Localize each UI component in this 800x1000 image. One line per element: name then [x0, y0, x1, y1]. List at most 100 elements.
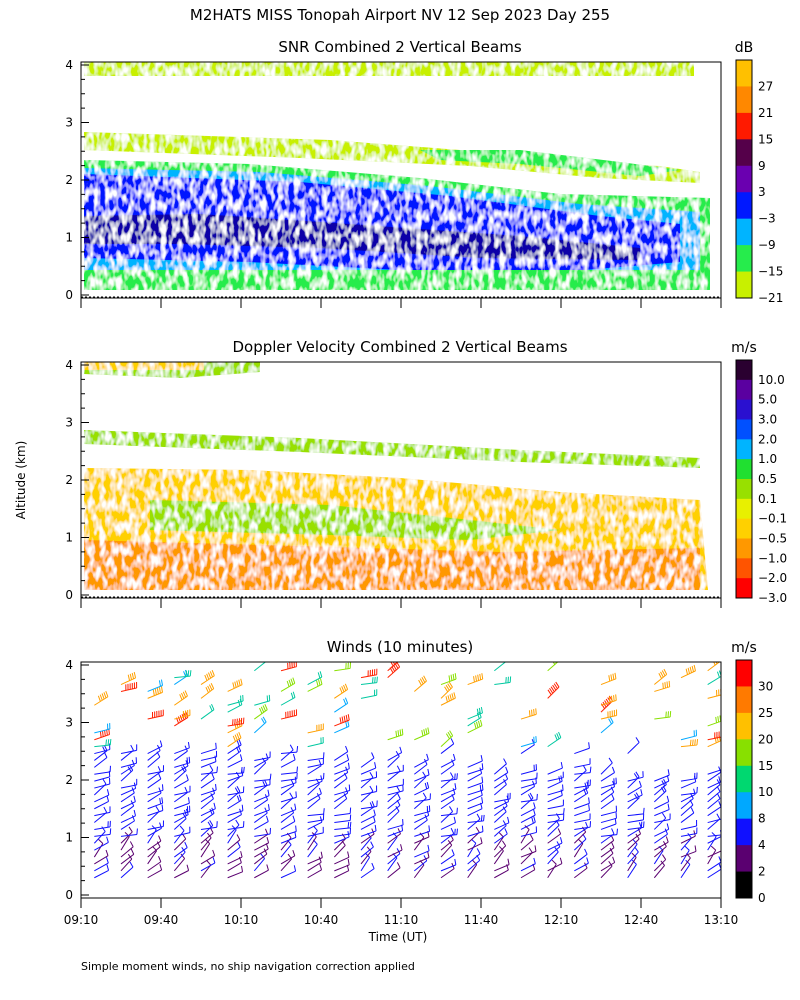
wind-barb-flag [97, 695, 101, 702]
wind-barb [680, 849, 690, 865]
wind-barb [440, 697, 456, 706]
doppler-panel-title: Doppler Velocity Combined 2 Vertical Bea… [232, 338, 567, 356]
wind-barb [94, 696, 109, 706]
wind-barb-flag [296, 746, 299, 753]
wind-barb [654, 780, 669, 789]
wind-barb [254, 784, 271, 789]
wind-barb [654, 841, 669, 851]
colorbar-label: 5.0 [758, 393, 777, 407]
wind-barb [94, 750, 108, 761]
wind-barb [173, 858, 186, 872]
wind-barb-flag [424, 782, 428, 789]
wind-barb [467, 717, 482, 727]
wind-barb-flag [129, 861, 134, 868]
wind-barb-flag [615, 694, 617, 701]
wind-barb-flag [499, 846, 504, 852]
wind-barb [227, 862, 242, 872]
wind-barb [227, 700, 244, 706]
wind-barb [307, 813, 324, 817]
wind-barb [520, 713, 537, 720]
wind-barb [200, 778, 215, 789]
wind-barb-flag [289, 744, 294, 751]
colorbar-label: 10.0 [758, 373, 785, 387]
wind-barb-flag [715, 716, 718, 723]
wind-barb [200, 825, 214, 837]
wind-barb-flag [128, 826, 133, 833]
wind-barb [600, 823, 617, 830]
wind-barb-flag [294, 831, 297, 838]
colorbar-label: 0.5 [758, 472, 777, 486]
wind-barb [334, 833, 351, 837]
wind-barb [707, 791, 721, 803]
wind-barb [627, 864, 637, 879]
wind-barb-flag [184, 841, 188, 848]
wind-barb [280, 796, 297, 803]
wind-barb-flag [477, 674, 480, 681]
wind-barb-flag [184, 690, 188, 697]
wind-barb-flag [290, 807, 295, 813]
wind-barb-flag [347, 762, 350, 769]
wind-barb-flag [481, 784, 484, 791]
wind-barb [120, 831, 133, 844]
wind-barb-flag [349, 821, 352, 828]
colorbar-swatch [736, 578, 752, 599]
wind-barb-flag [292, 753, 296, 760]
wind-barb [280, 812, 294, 823]
wind-barb-flag [264, 779, 268, 786]
colorbar-swatch [736, 459, 752, 480]
wind-barb [654, 809, 670, 817]
wind-barb-flag [184, 745, 188, 752]
wind-barb-flag [689, 739, 692, 746]
wind-barb [94, 744, 111, 748]
wind-barb [307, 757, 324, 761]
wind-barb [387, 867, 401, 879]
wind-barb-flag [319, 863, 323, 870]
wind-barb [707, 769, 721, 775]
colorbar-swatch [736, 558, 752, 579]
colorbar-label: 15 [758, 759, 773, 773]
wind-barb-flag [317, 672, 321, 679]
wind-barb [120, 787, 136, 796]
wind-barb-flag [236, 785, 241, 792]
wind-barb [360, 694, 377, 699]
wind-barb [387, 853, 401, 865]
wind-barb-flag [101, 826, 106, 832]
wind-barb-flag [552, 662, 556, 665]
wind-barb [600, 840, 615, 851]
wind-barb [120, 687, 137, 692]
wind-barb [360, 806, 375, 817]
colorbar-swatch [736, 660, 752, 687]
wind-barb-flag [290, 678, 294, 685]
wind-barb-flag [584, 848, 588, 855]
wind-barb [520, 852, 533, 865]
wind-barb [547, 846, 561, 858]
wind-barb-flag [154, 688, 157, 695]
wind-barb-flag [106, 864, 110, 871]
wind-barb-flag [107, 739, 110, 746]
wind-barb-flag [693, 664, 696, 671]
colorbar-label: 8 [758, 812, 766, 826]
wind-barb-flag [445, 696, 448, 703]
wind-barb [467, 772, 482, 782]
wind-barb [387, 752, 402, 761]
wind-barb [200, 771, 217, 775]
colorbar-label: 3.0 [758, 413, 777, 427]
wind-barb-flag [292, 691, 296, 698]
colorbar-label: −15 [758, 265, 783, 279]
colorbar-label: 21 [758, 106, 773, 120]
wind-barb [654, 674, 668, 685]
wind-barb-flag [399, 746, 403, 753]
wind-barb [200, 748, 217, 755]
wind-barb [307, 763, 324, 768]
wind-barb [360, 830, 377, 837]
wind-barb-flag [481, 825, 484, 832]
wind-barb-flag [265, 815, 269, 822]
wind-barb [600, 865, 613, 879]
wind-barb [547, 662, 559, 672]
wind-barb [440, 864, 457, 872]
wind-barb [94, 811, 107, 823]
wind-barb [147, 792, 162, 803]
wind-barb-flag [211, 703, 215, 710]
wind-barb [520, 797, 534, 810]
wind-barb [120, 866, 134, 879]
